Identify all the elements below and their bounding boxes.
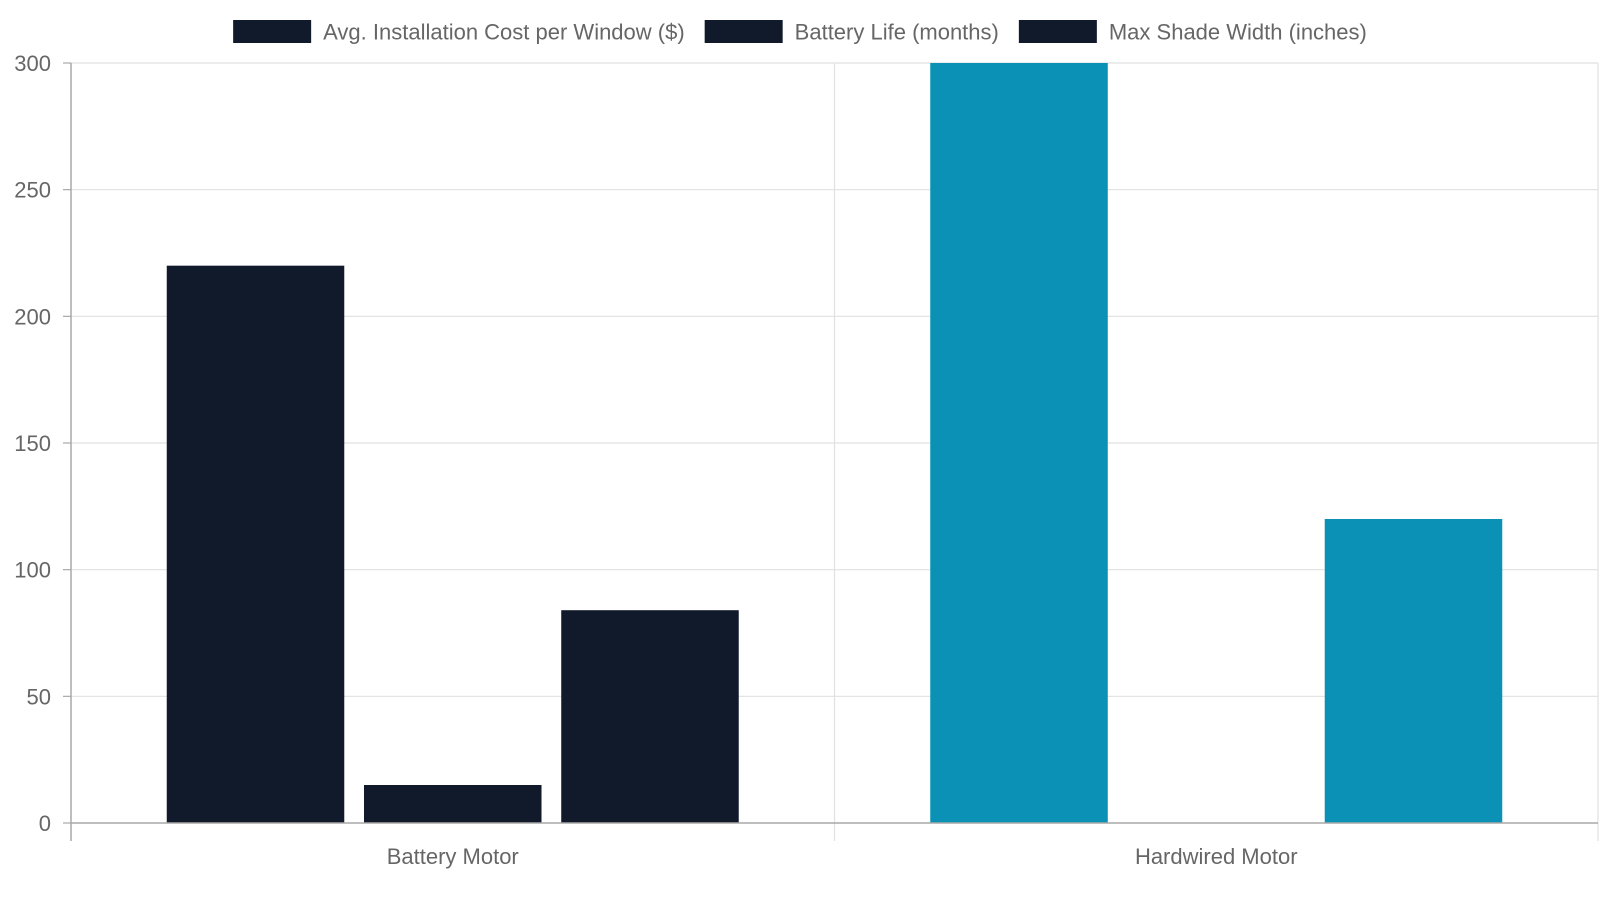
bar [166, 265, 345, 824]
x-tick-label: Battery Motor [387, 844, 519, 869]
y-tick-label: 50 [27, 684, 51, 709]
legend-label[interactable]: Battery Life (months) [795, 20, 999, 45]
legend[interactable]: Avg. Installation Cost per Window ($) Bat… [233, 20, 1367, 45]
x-tick-label: Hardwired Motor [1135, 844, 1298, 869]
legend-label[interactable]: Max Shade Width (inches) [1109, 20, 1367, 45]
y-tick-label: 150 [14, 431, 51, 456]
legend-label[interactable]: Avg. Installation Cost per Window ($) [323, 20, 685, 45]
y-tick-label: 200 [14, 304, 51, 329]
axes: 0 50 100 150 200 250 300 Battery Motor Hardwired… [14, 51, 1598, 869]
y-tick-label: 300 [14, 51, 51, 76]
y-tick-label: 100 [14, 558, 51, 583]
y-tick-label: 0 [39, 811, 51, 836]
bar [930, 63, 1108, 823]
legend-swatch[interactable] [233, 20, 312, 43]
bar [1324, 519, 1503, 823]
bars [166, 63, 1503, 824]
y-tick-label: 250 [14, 178, 51, 203]
bar [363, 785, 542, 823]
legend-swatch[interactable] [1018, 20, 1097, 43]
legend-swatch[interactable] [704, 20, 783, 43]
bar [561, 610, 739, 823]
